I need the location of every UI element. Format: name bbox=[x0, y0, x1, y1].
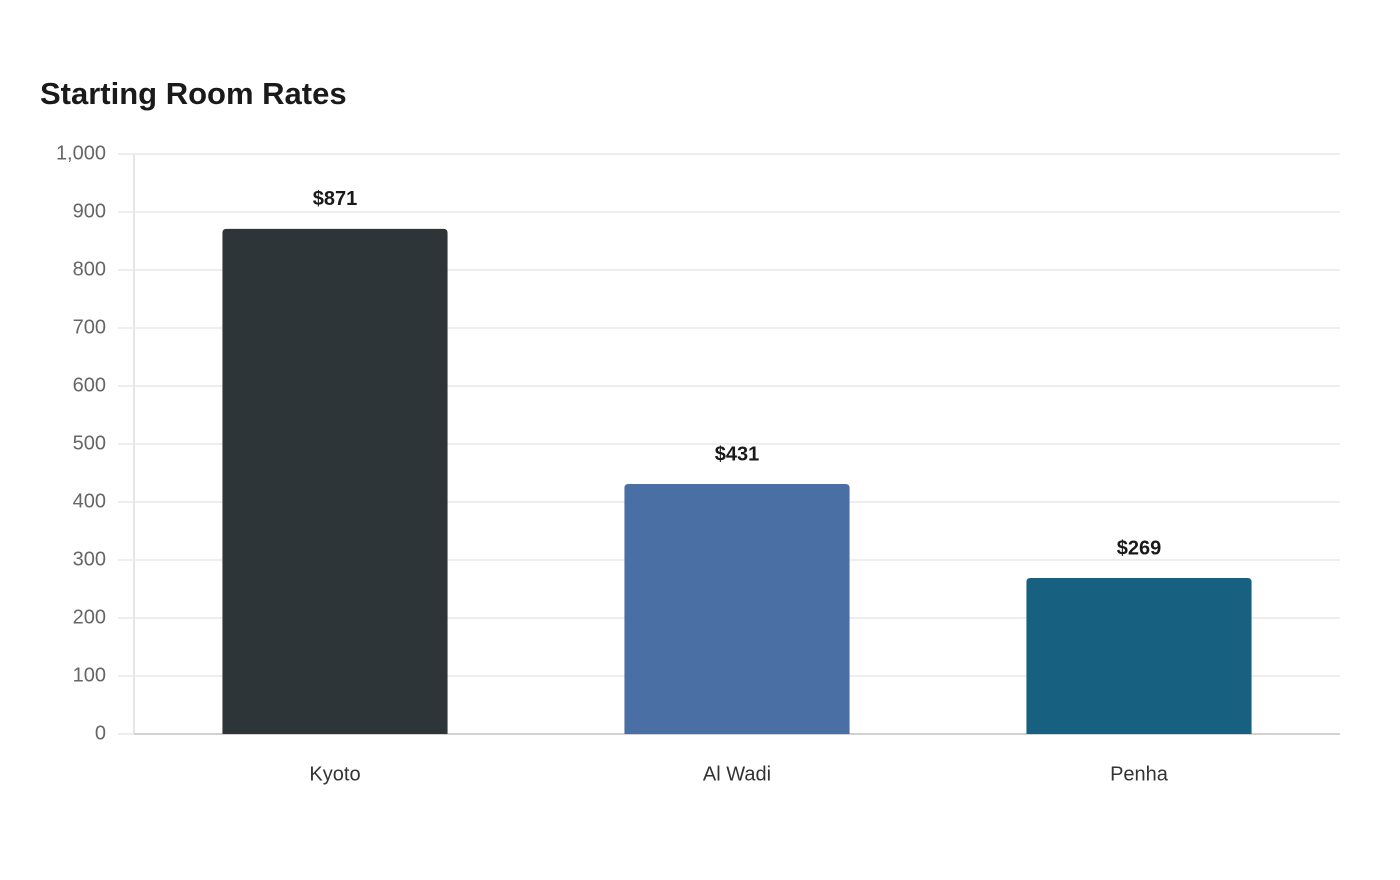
y-tick-label: 800 bbox=[73, 258, 106, 280]
bar bbox=[624, 484, 850, 734]
x-tick-label: Al Wadi bbox=[703, 763, 771, 785]
x-tick-label: Penha bbox=[1110, 763, 1169, 785]
value-label: $269 bbox=[1117, 537, 1162, 559]
y-tick-label: 700 bbox=[73, 316, 106, 338]
y-tick-label: 600 bbox=[73, 374, 106, 396]
y-tick-label: 400 bbox=[73, 490, 106, 512]
y-tick-label: 900 bbox=[73, 200, 106, 222]
y-tick-label: 300 bbox=[73, 548, 106, 570]
y-tick-label: 1,000 bbox=[56, 142, 106, 164]
y-tick-label: 200 bbox=[73, 606, 106, 628]
y-tick-label: 0 bbox=[95, 722, 106, 744]
bar bbox=[1026, 577, 1252, 734]
bar bbox=[222, 228, 448, 734]
y-tick-label: 100 bbox=[73, 664, 106, 686]
x-tick-label: Kyoto bbox=[309, 763, 360, 785]
value-label: $431 bbox=[715, 443, 760, 465]
y-tick-label: 500 bbox=[73, 432, 106, 454]
value-label: $871 bbox=[313, 188, 358, 210]
chart-title: Starting Room Rates bbox=[40, 76, 347, 111]
